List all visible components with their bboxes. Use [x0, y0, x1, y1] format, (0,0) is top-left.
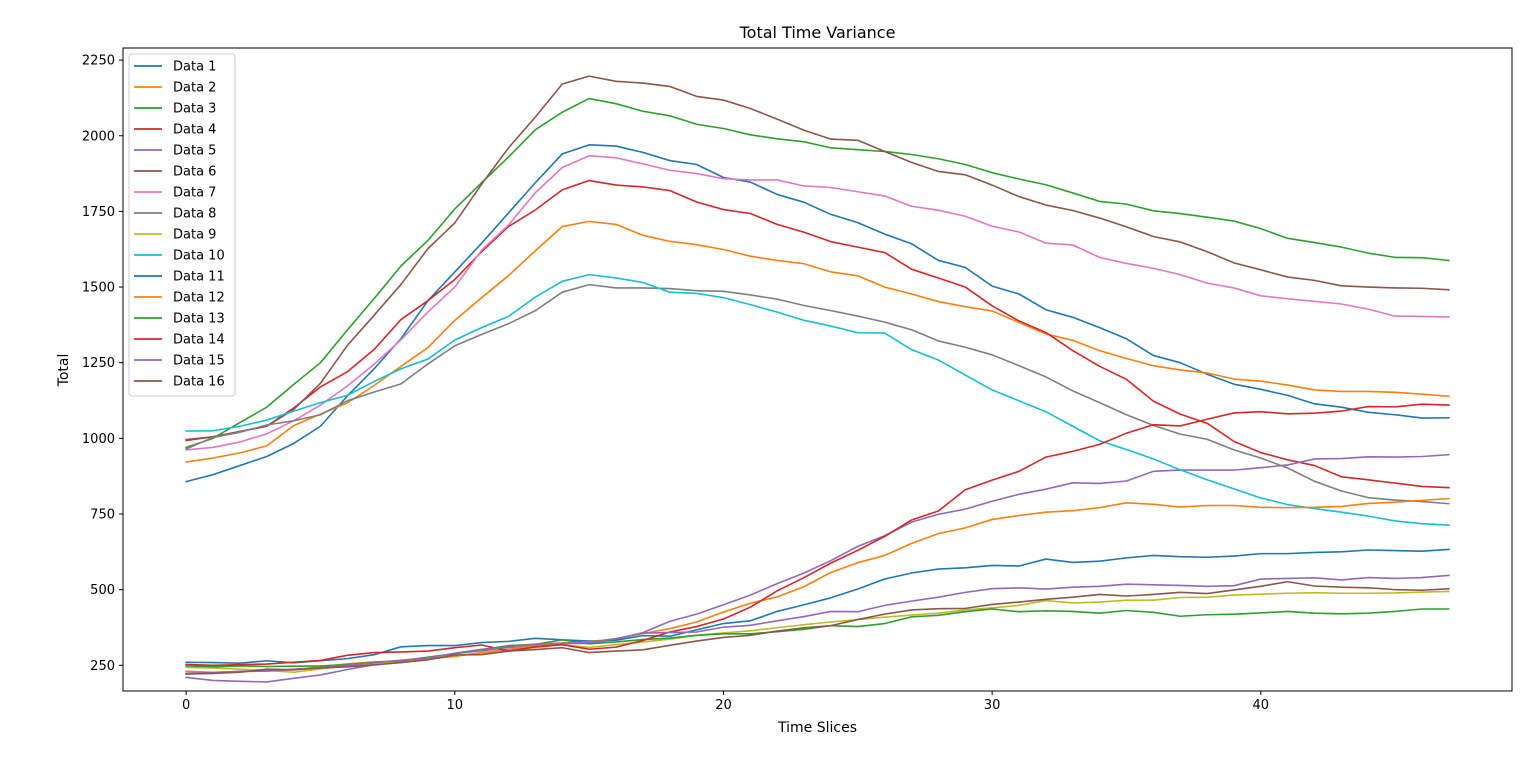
y-tick-label: 2250	[82, 54, 115, 69]
legend-label: Data 6	[173, 165, 216, 180]
series-line-14	[185, 403, 1450, 667]
series-line-8	[185, 283, 1450, 505]
series-line-7	[185, 154, 1450, 451]
legend-label: Data 3	[173, 102, 216, 117]
chart-title: Total Time Variance	[739, 23, 896, 42]
y-tick-label: 1750	[82, 205, 115, 220]
series-line-10	[185, 273, 1450, 527]
legend-label: Data 12	[173, 291, 225, 306]
y-tick-label: 2000	[82, 129, 115, 144]
legend-label: Data 5	[173, 144, 216, 159]
series-line-11	[185, 548, 1450, 664]
series-line-16	[185, 580, 1450, 675]
legend-label: Data 2	[173, 81, 216, 96]
y-tick-label: 1250	[82, 356, 115, 371]
series-line-2	[185, 220, 1450, 463]
legend: Data 1 Data 2 Data 3 Data 4 Data 5 Data 6 Data…	[128, 53, 236, 397]
legend-label: Data 11	[173, 270, 225, 285]
x-tick-label: 30	[984, 698, 1001, 713]
series-line-15	[185, 574, 1450, 675]
legend-label: Data 1	[173, 60, 216, 75]
y-tick-label: 250	[90, 659, 115, 674]
x-axis-label: Time Slices	[777, 720, 857, 736]
y-axis-label: Total	[56, 354, 72, 388]
legend-label: Data 9	[173, 228, 216, 243]
x-tick-label: 20	[715, 698, 732, 713]
y-tick-label: 500	[90, 583, 115, 598]
plot-frame	[122, 47, 1513, 692]
x-tick-label: 10	[447, 698, 464, 713]
legend-label: Data 14	[173, 333, 225, 348]
legend-box	[128, 53, 236, 397]
x-tick-label: 40	[1253, 698, 1270, 713]
series-line-3	[185, 97, 1450, 449]
y-axis-ticks: 250 500 750 1000 1250 1500 1750 2000 2250	[82, 54, 123, 674]
legend-label: Data 16	[173, 375, 225, 390]
legend-label: Data 8	[173, 207, 216, 222]
x-axis-ticks: 0 10 20 30 40	[182, 691, 1269, 713]
legend-label: Data 10	[173, 249, 225, 264]
y-tick-label: 750	[90, 507, 115, 522]
series-lines	[185, 75, 1450, 683]
legend-label: Data 15	[173, 354, 225, 369]
legend-label: Data 4	[173, 123, 216, 138]
y-tick-label: 1000	[82, 432, 115, 447]
series-line-6	[185, 75, 1450, 441]
y-tick-label: 1500	[82, 281, 115, 296]
legend-label: Data 13	[173, 312, 225, 327]
series-line-4	[185, 179, 1450, 489]
legend-label: Data 7	[173, 186, 216, 201]
x-tick-label: 0	[182, 698, 190, 713]
